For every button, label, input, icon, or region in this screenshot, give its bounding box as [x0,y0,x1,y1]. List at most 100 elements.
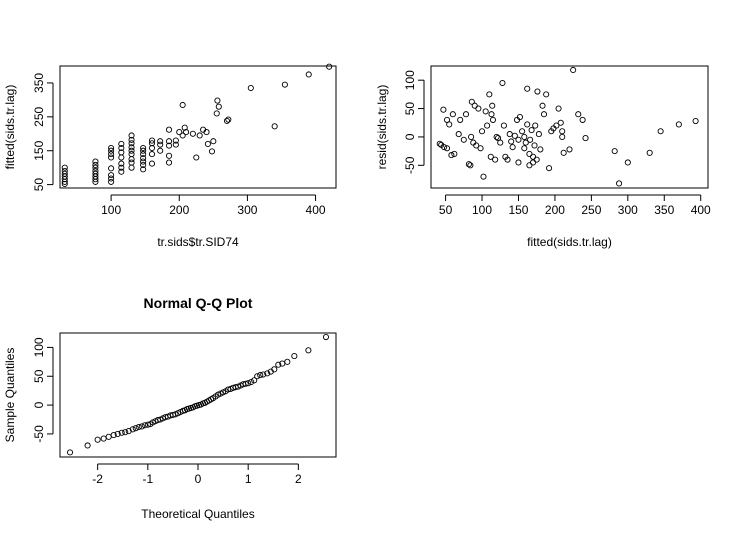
x-tick-label: -1 [142,472,153,486]
plot-frame [59,65,337,189]
data-point [179,101,186,109]
data-point [118,154,125,161]
data-point [92,164,99,171]
data-point [497,139,504,146]
data-point [100,435,107,442]
y-axis-title: fitted(sids.tr.lag) [3,85,17,170]
x-tick-label: 300 [618,203,638,217]
data-point [511,132,518,139]
data-point [61,180,68,187]
data-point [465,161,472,168]
data-point [257,372,264,379]
data-point [480,173,487,180]
data-point [540,111,548,118]
data-point [530,159,537,166]
data-point [521,145,528,152]
data-point [118,429,125,436]
data-point [242,380,249,387]
x-tick-label: 300 [237,203,257,217]
data-point [108,175,115,182]
data-point [546,165,553,172]
data-point [179,132,186,139]
data-point [473,142,480,149]
data-point [223,117,231,124]
data-point [522,139,529,146]
data-point [264,370,271,377]
data-point [516,114,523,121]
y-tick-label: -50 [32,425,46,443]
data-point [624,159,631,166]
data-point [570,66,577,74]
data-point [208,148,216,155]
data-point [213,110,220,117]
data-point [254,373,261,380]
data-point [140,155,147,162]
data-point [165,142,173,149]
x-tick-label: 200 [545,203,565,217]
data-point [165,126,173,133]
data-point [482,108,489,115]
data-point [467,162,474,169]
data-point [108,154,115,161]
data-point [260,371,267,378]
data-point [526,150,533,158]
data-point [128,156,135,163]
data-point [204,140,211,147]
data-point [506,131,513,138]
data-point [118,164,125,171]
data-point [489,116,497,123]
data-point [118,144,125,152]
data-point [148,160,156,167]
data-point [181,124,188,131]
data-point [508,138,515,145]
data-point [322,333,330,341]
data-point [61,170,68,177]
y-tick-label: 250 [32,107,46,127]
x-axis-title: Theoretical Quantiles [141,507,254,521]
data-point [129,426,136,433]
data-point [157,141,164,148]
data-point [66,449,74,456]
x-tick-label: 200 [169,203,189,217]
data-point [118,168,125,175]
x-tick-label: 100 [101,203,121,217]
data-point [92,161,99,169]
data-point [477,145,484,152]
data-point [515,136,522,143]
data-point [105,433,112,440]
data-point [499,79,506,87]
data-point [203,129,210,136]
data-point [527,136,534,143]
data-point [451,150,458,158]
y-tick-label: 50 [32,369,46,383]
data-point [108,165,115,172]
data-point [448,152,455,159]
x-tick-label: 250 [581,203,601,217]
data-point [530,153,537,160]
data-point [515,159,522,166]
data-point [475,105,482,112]
data-point [443,145,451,152]
data-point [128,164,135,171]
data-point [486,91,493,98]
data-point [128,147,135,154]
data-point [440,106,447,113]
data-point [455,131,462,138]
data-point [460,136,467,143]
data-point [92,170,99,177]
data-point [509,144,516,151]
data-point [539,102,546,109]
data-point [140,144,147,152]
data-point [61,164,68,171]
data-point [535,131,542,138]
y-tick-label: 0 [32,401,46,408]
data-point [657,128,664,135]
data-point [646,149,653,156]
data-point [148,144,156,152]
data-point [92,158,99,165]
data-point [108,178,115,185]
data-point [210,138,217,145]
data-point [528,127,535,134]
data-point [94,436,101,443]
